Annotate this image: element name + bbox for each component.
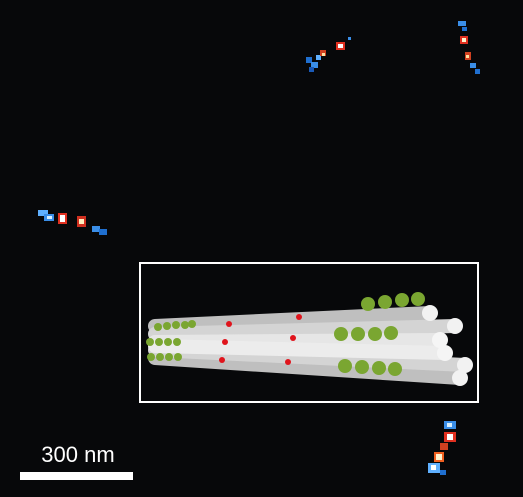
scale-bar-label: 300 nm <box>41 442 114 467</box>
micrograph: 300 nm <box>0 0 523 497</box>
scale-bar <box>20 472 133 480</box>
